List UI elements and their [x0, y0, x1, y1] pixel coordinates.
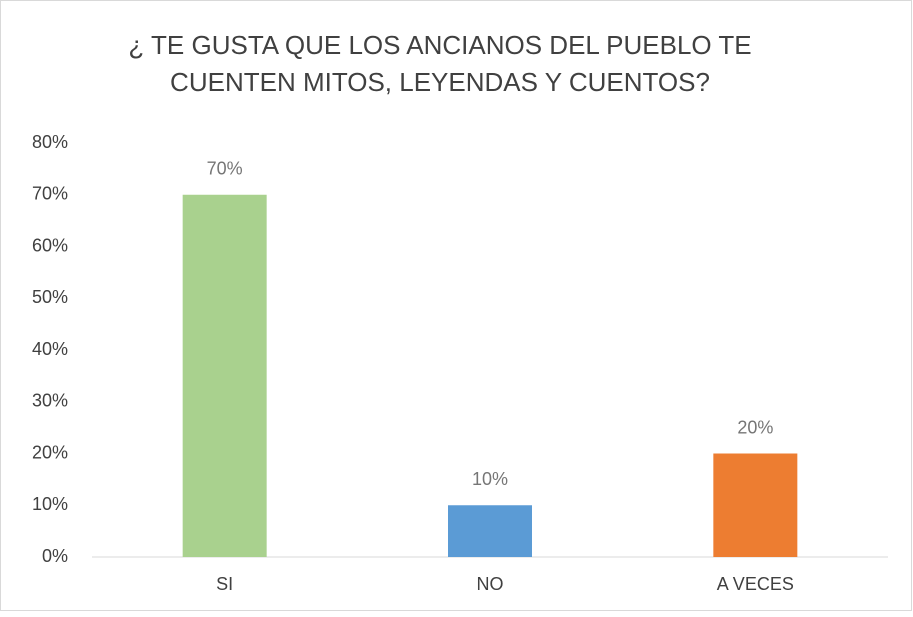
bar	[448, 505, 532, 557]
y-tick-label: 20%	[32, 442, 68, 462]
data-label: 10%	[472, 469, 508, 489]
y-tick-label: 40%	[32, 339, 68, 359]
y-tick-label: 70%	[32, 184, 68, 204]
data-label: 70%	[207, 159, 243, 179]
x-tick-label: NO	[477, 574, 504, 594]
y-tick-label: 30%	[32, 391, 68, 411]
y-tick-label: 60%	[32, 235, 68, 255]
y-tick-label: 80%	[32, 132, 68, 152]
x-tick-label: A VECES	[717, 574, 794, 594]
data-label: 20%	[737, 417, 773, 437]
x-tick-label: SI	[216, 574, 233, 594]
bar	[713, 453, 798, 557]
bar	[182, 194, 267, 557]
y-tick-label: 10%	[32, 494, 68, 514]
chart-title: CUENTEN MITOS, LEYENDAS Y CUENTOS?	[170, 67, 710, 97]
chart-title: ¿ TE GUSTA QUE LOS ANCIANOS DEL PUEBLO T…	[128, 30, 751, 60]
y-tick-label: 50%	[32, 287, 68, 307]
y-tick-label: 0%	[42, 546, 68, 566]
